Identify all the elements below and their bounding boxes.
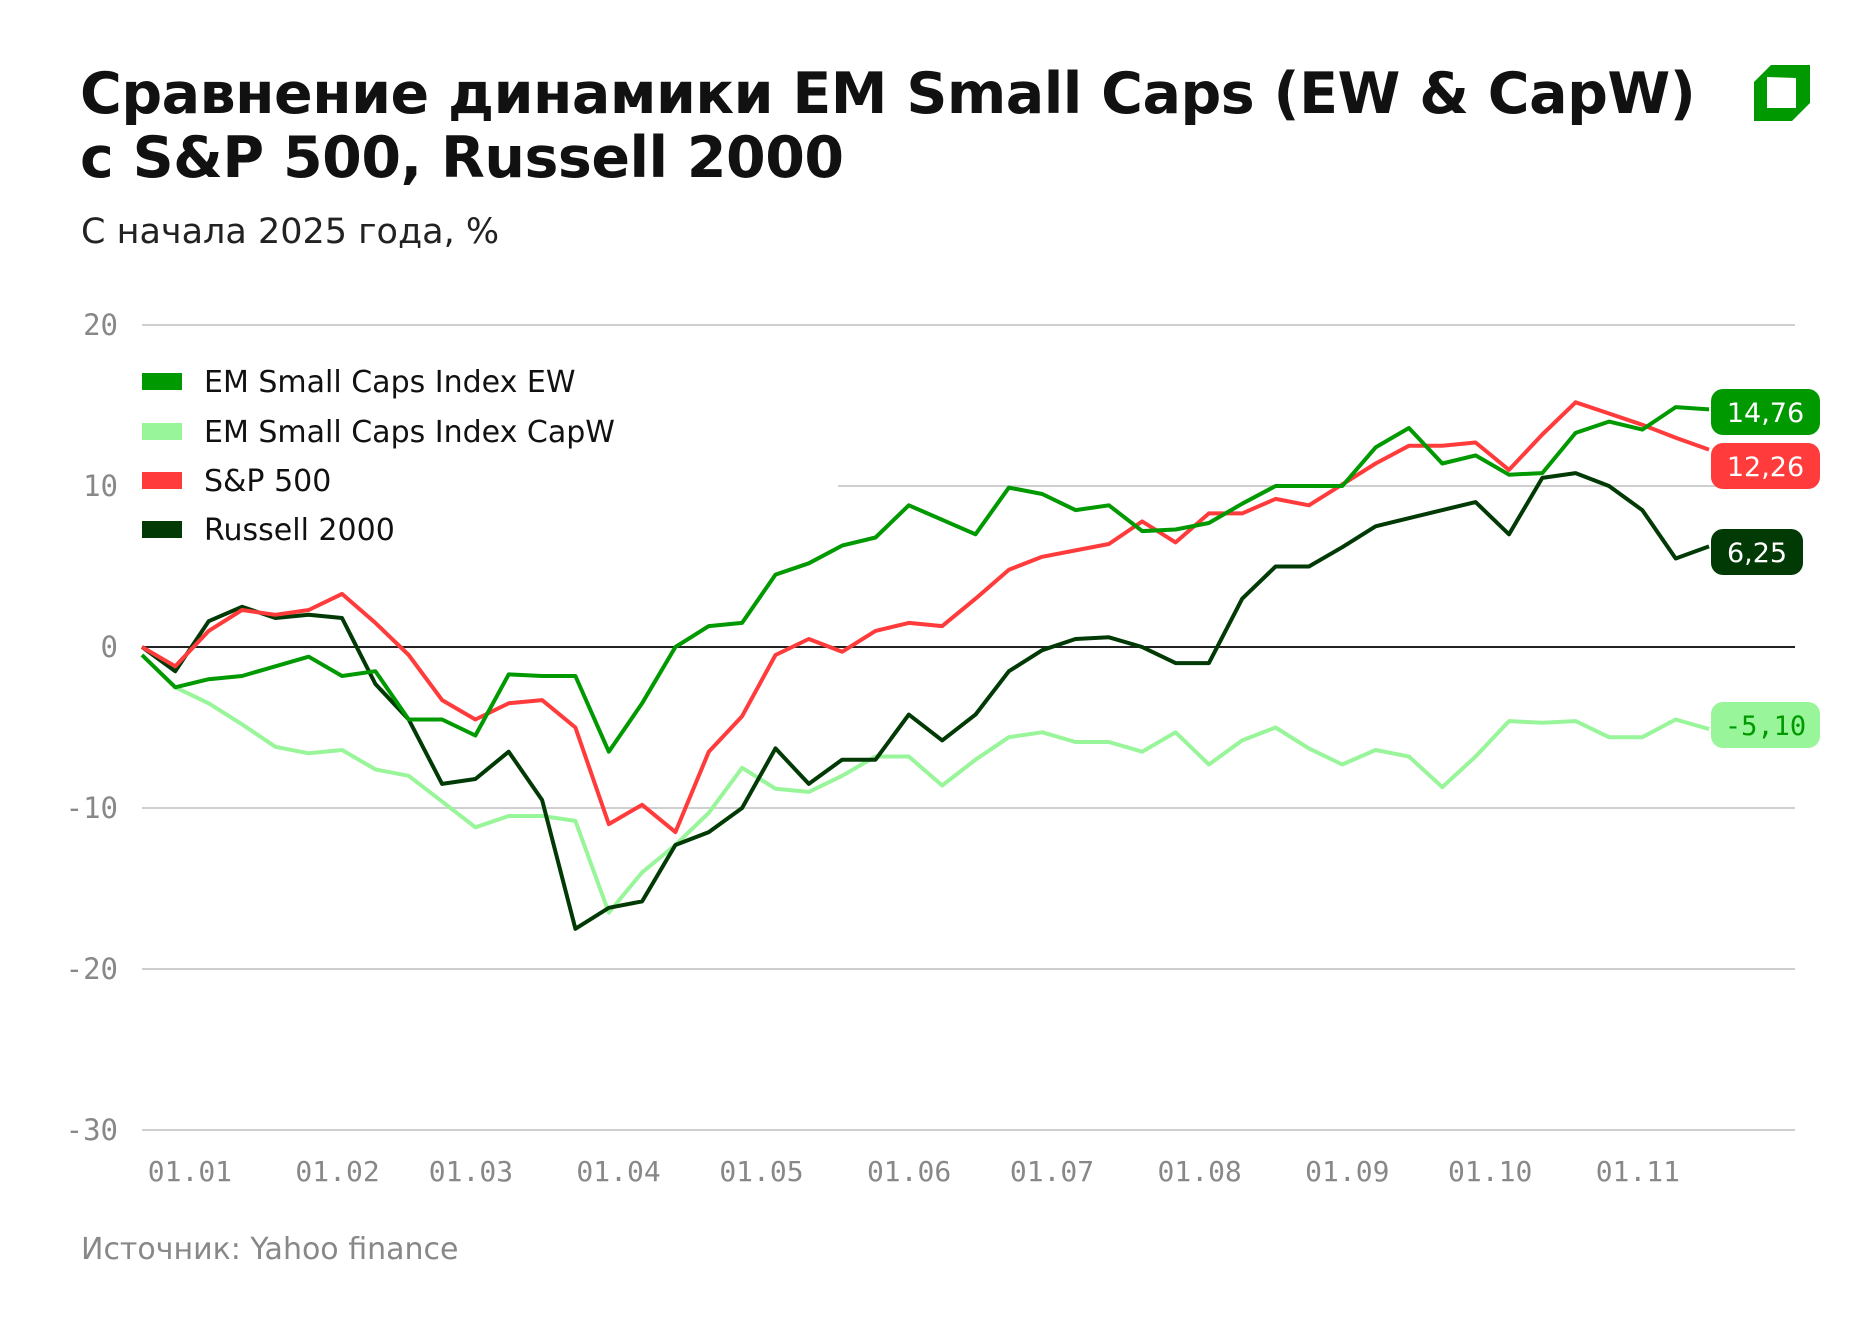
y-tick-label: -10 [66, 791, 118, 825]
y-tick-label: 0 [101, 630, 118, 664]
x-tick-label: 01.10 [1448, 1155, 1532, 1188]
y-axis-ticks: 20 10 0 -10 -20 -30 [66, 308, 118, 1147]
end-label: 12,26 [1711, 443, 1820, 489]
x-tick-label: 01.11 [1596, 1155, 1680, 1188]
y-tick-label: -20 [66, 952, 118, 986]
legend-swatch [142, 423, 182, 440]
x-axis-ticks: 01.01 01.02 01.03 01.04 01.05 01.06 01.07 01.08… [148, 1155, 1680, 1188]
end-label-value: 6,25 [1727, 538, 1787, 569]
end-label: -5,10 [1711, 702, 1820, 748]
legend-label: EM Small Caps Index CapW [204, 415, 615, 450]
gridlines [142, 324, 1795, 1131]
end-value-labels: 14,76 -5,10 12,26 6,25 [1711, 389, 1820, 748]
y-tick-label: 10 [83, 469, 118, 503]
x-tick-label: 01.01 [148, 1155, 232, 1188]
y-tick-label: -30 [66, 1113, 118, 1147]
x-tick-label: 01.05 [719, 1155, 803, 1188]
x-tick-label: 01.04 [576, 1155, 660, 1188]
end-label: 6,25 [1711, 529, 1803, 575]
legend-label: S&P 500 [204, 464, 331, 499]
legend-label: EM Small Caps Index EW [204, 365, 576, 400]
x-tick-label: 01.08 [1158, 1155, 1242, 1188]
title-line-1: Сравнение динамики EM Small Caps (EW & C… [80, 61, 1696, 127]
end-label-badge [1711, 529, 1803, 575]
end-label-value: 14,76 [1727, 398, 1804, 429]
y-tick-label: 20 [83, 308, 118, 342]
x-tick-label: 01.09 [1305, 1155, 1389, 1188]
series-line-s-p-500 [140, 400, 1710, 835]
series-lines [140, 400, 1710, 931]
legend-label: Russell 2000 [204, 513, 395, 548]
title-line-2: с S&P 500, Russell 2000 [80, 125, 844, 191]
legend-swatch [142, 521, 182, 538]
series-line-em-small-caps-index-ew [140, 405, 1710, 754]
logo-icon [1754, 65, 1810, 121]
end-label-badge [1711, 702, 1820, 748]
x-tick-label: 01.03 [429, 1155, 513, 1188]
series-line-em-small-caps-index-capw [140, 653, 1710, 915]
x-tick-label: 01.02 [295, 1155, 379, 1188]
end-label-badge [1711, 389, 1820, 435]
end-label-value: 12,26 [1727, 452, 1804, 483]
x-tick-label: 01.06 [867, 1155, 951, 1188]
chart-subtitle: С начала 2025 года, % [81, 212, 500, 252]
end-label-value: -5,10 [1725, 711, 1806, 742]
x-tick-label: 01.07 [1010, 1155, 1094, 1188]
end-label-badge [1711, 443, 1820, 489]
legend-swatch [142, 472, 182, 489]
chart-title: Сравнение динамики EM Small Caps (EW & C… [80, 61, 1696, 191]
source-note: Источник: Yahoo finance [81, 1232, 459, 1267]
legend-swatch [142, 373, 182, 390]
end-label: 14,76 [1711, 389, 1820, 435]
legend: EM Small Caps Index EW EM Small Caps Inde… [142, 365, 615, 548]
